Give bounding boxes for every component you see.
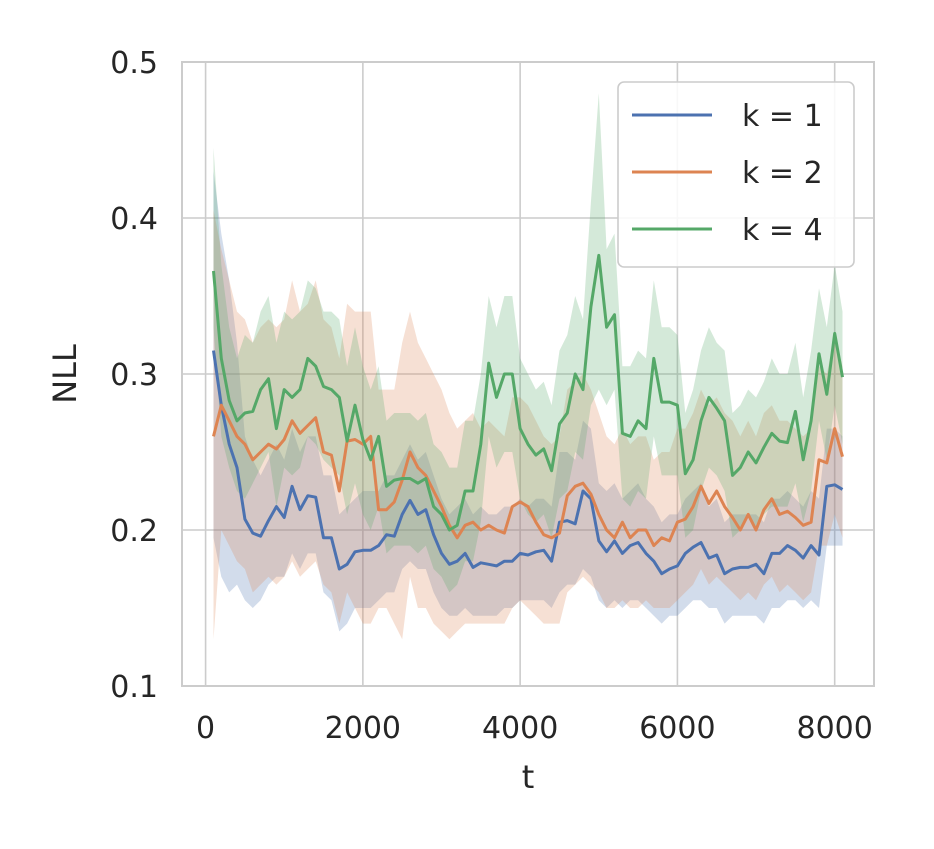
line-series-2 [212, 403, 844, 548]
x-axis-label: t [522, 758, 535, 796]
x-tick-label: 8000 [797, 711, 873, 746]
line-series-3 [212, 253, 844, 532]
x-tick-label: 0 [196, 711, 215, 746]
legend-label-1: k = 1 [742, 99, 823, 134]
y-tick-label: 0.5 [110, 46, 158, 81]
plot-frame [181, 61, 875, 687]
tick-labels: 0 2000 4000 6000 8000 0.1 0.2 0.3 0.4 0.5 [110, 46, 873, 746]
series-lines [212, 253, 844, 576]
legend-label-3: k = 4 [742, 213, 823, 248]
x-tick-label: 4000 [482, 711, 558, 746]
y-tick-label: 0.1 [110, 670, 158, 705]
line-series-1 [212, 350, 844, 576]
legend-label-2: k = 2 [742, 156, 823, 191]
legend: k = 1 k = 2 k = 4 [617, 81, 855, 268]
x-tick-label: 6000 [639, 711, 715, 746]
band-series-2 [213, 210, 843, 640]
y-axis-label: NLL [46, 344, 84, 404]
y-tick-label: 0.3 [110, 358, 158, 393]
y-tick-label: 0.2 [110, 514, 158, 549]
x-tick-label: 2000 [325, 711, 401, 746]
y-tick-label: 0.4 [110, 202, 158, 237]
legend-box [617, 81, 855, 268]
